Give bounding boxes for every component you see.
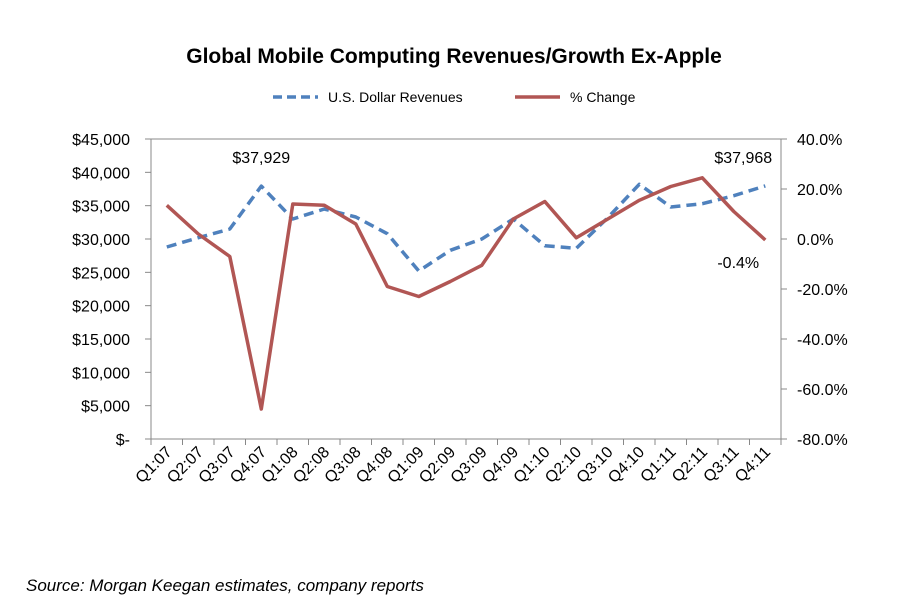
series-layer <box>165 176 767 411</box>
right-tick-label: 20.0% <box>797 182 842 199</box>
left-tick-label: $35,000 <box>72 199 130 216</box>
data-label: $37,929 <box>232 150 290 167</box>
x-tick-label: Q4:11 <box>732 444 774 486</box>
plot-area <box>150 138 782 440</box>
legend-label-revenues: U.S. Dollar Revenues <box>328 89 463 105</box>
x-tick-label: Q2:11 <box>669 444 711 486</box>
annotation-layer: $37,929 $37,968 -0.4% <box>232 150 772 272</box>
x-tick-label: Q4:10 <box>605 444 648 487</box>
legend: U.S. Dollar Revenues % Change <box>273 89 636 105</box>
left-tick-label: $15,000 <box>72 332 130 349</box>
right-tick-label: -60.0% <box>797 382 848 399</box>
change-line <box>165 176 767 411</box>
x-tick-label: Q1:11 <box>638 444 680 486</box>
left-axis: $- $5,000 $10,000 $15,000 $20,000 $25,000 $30,… <box>72 132 151 449</box>
right-tick-label: 0.0% <box>797 232 833 249</box>
left-tick-label: $- <box>116 432 130 449</box>
x-axis: Q1:07Q2:07Q3:07Q4:07Q1:08Q2:08Q3:08Q4:08… <box>133 439 782 487</box>
source-note: Source: Morgan Keegan estimates, company… <box>26 576 424 595</box>
right-tick-label: -40.0% <box>797 332 848 349</box>
data-label: $37,968 <box>714 150 772 167</box>
left-tick-label: $5,000 <box>81 399 130 416</box>
right-tick-label: 40.0% <box>797 132 842 149</box>
left-tick-label: $25,000 <box>72 265 130 282</box>
right-axis: -80.0% -60.0% -40.0% -20.0% 0.0% 20.0% 40.0% <box>781 132 848 449</box>
revenues-line <box>166 182 766 273</box>
left-tick-label: $20,000 <box>72 299 130 316</box>
chart-title: Global Mobile Computing Revenues/Growth … <box>186 45 722 68</box>
x-tick-label: Q3:11 <box>701 444 743 486</box>
data-label: -0.4% <box>717 255 759 272</box>
left-tick-label: $45,000 <box>72 132 130 149</box>
left-tick-label: $40,000 <box>72 165 130 182</box>
left-tick-label: $10,000 <box>72 365 130 382</box>
left-tick-label: $30,000 <box>72 232 130 249</box>
right-tick-label: -20.0% <box>797 282 848 299</box>
legend-label-change: % Change <box>570 89 636 105</box>
right-tick-label: -80.0% <box>797 432 848 449</box>
